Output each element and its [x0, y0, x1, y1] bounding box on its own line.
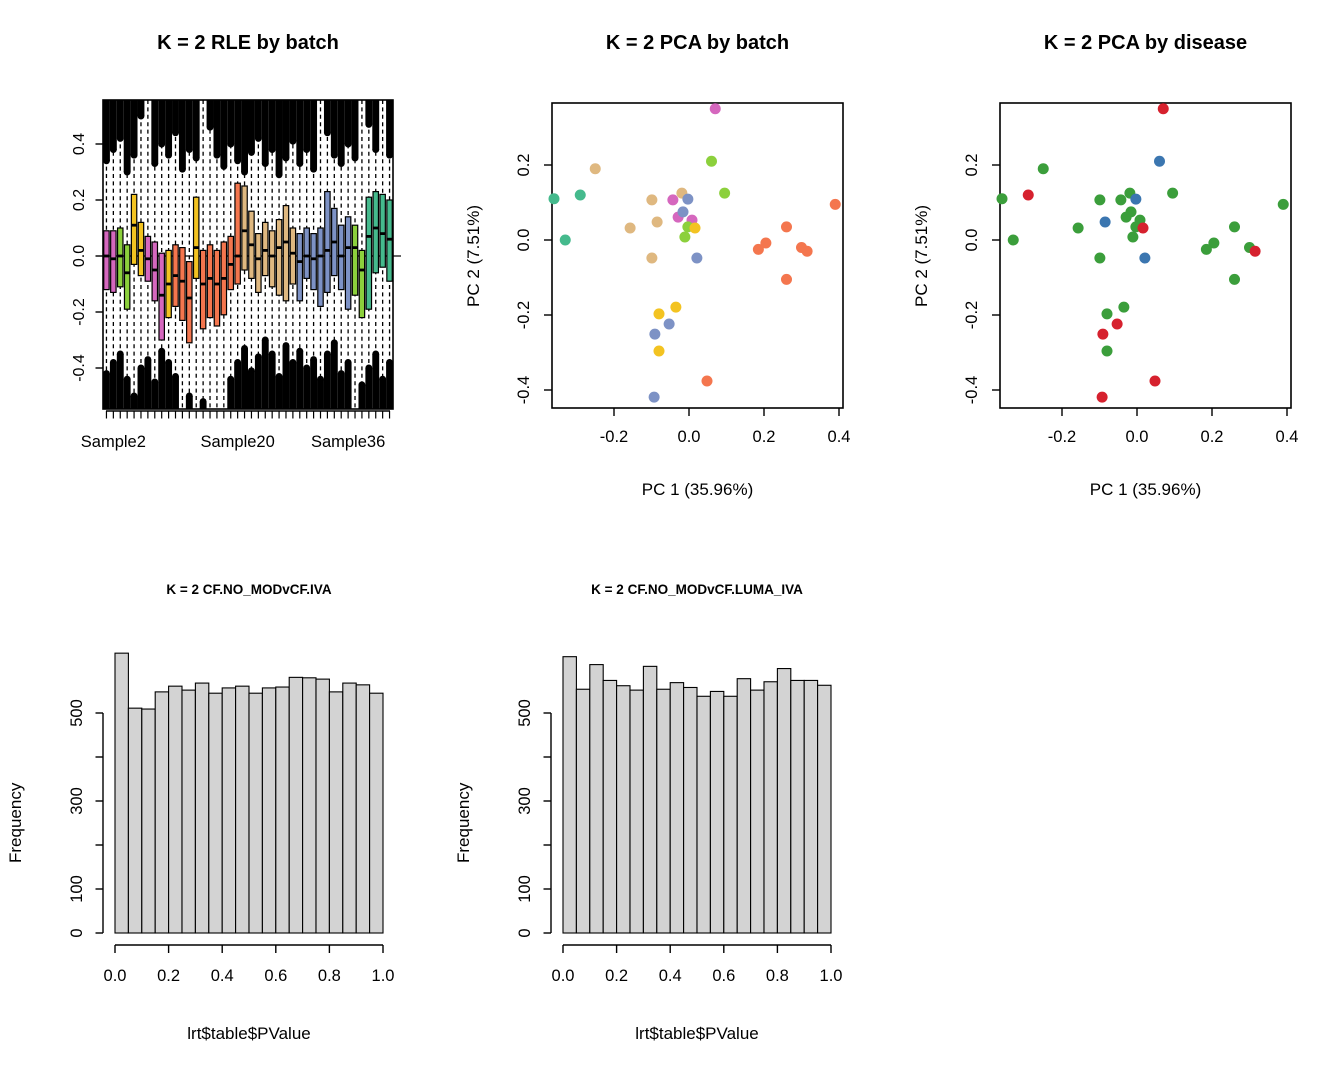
svg-text:-0.4: -0.4	[515, 376, 533, 404]
pca-batch-chart: -0.2 0.0 0.2 0.4 -0.4 -0.2 0.0 0.2	[515, 102, 851, 446]
hist-iva-title: K = 2 CF.NO_MODvCF.IVA	[166, 582, 332, 597]
pca-disease-chart: -0.2 0.0 0.2 0.4 -0.4 -0.2 0.0 0.2	[963, 102, 1299, 446]
rle-plot-area	[103, 100, 393, 409]
x-axis: 0.0 0.2 0.4 0.6 0.8 1.0	[104, 944, 395, 985]
panel-hist-luma-iva: 0 100 300 500 0.0 0.2 0.4 0.6 0.8 1.0 K = 2 CF.NO…	[448, 537, 896, 1075]
svg-text:1.0: 1.0	[820, 967, 843, 985]
svg-text:0.0: 0.0	[71, 245, 88, 267]
svg-text:0.4: 0.4	[1276, 428, 1299, 446]
panel-pca-by-batch: -0.2 0.0 0.2 0.4 -0.4 -0.2 0.0 0.2 K = 2 PCA by…	[448, 0, 896, 537]
pca-disease-chart-points	[996, 103, 1289, 403]
plot-frame	[551, 102, 844, 409]
hist-iva-chart: 0 100 300 500 0.0 0.2 0.4 0.6 0.8 1.0	[68, 652, 395, 985]
svg-text:0: 0	[68, 928, 86, 937]
x-axis: Sample2 Sample20 Sample36	[81, 410, 391, 451]
pca-disease-ylabel: PC 2 (7.51%)	[912, 204, 931, 307]
svg-text:-0.2: -0.2	[71, 298, 88, 326]
hist-iva-ylabel: Frequency	[6, 782, 25, 864]
hist-luma-iva-xlabel: lrt$table$PValue	[635, 1024, 759, 1043]
x-axis: -0.2 0.0 0.2 0.4	[1048, 408, 1299, 446]
svg-text:-0.4: -0.4	[963, 376, 981, 404]
svg-text:0.0: 0.0	[104, 967, 127, 985]
y-axis: -0.4 -0.2 0.0 0.2	[515, 154, 552, 404]
hist-iva-xlabel: lrt$table$PValue	[187, 1024, 311, 1043]
hist-luma-iva-chart: 0 100 300 500 0.0 0.2 0.4 0.6 0.8 1.0	[516, 656, 843, 985]
svg-text:-0.2: -0.2	[963, 301, 981, 329]
pca-batch-title: K = 2 PCA by batch	[605, 32, 790, 54]
svg-text:0.2: 0.2	[515, 154, 533, 177]
bars	[562, 656, 832, 934]
svg-text:0.2: 0.2	[1201, 428, 1224, 446]
svg-text:0.0: 0.0	[963, 229, 981, 252]
svg-text:Sample20: Sample20	[200, 433, 274, 451]
svg-text:1.0: 1.0	[372, 967, 395, 985]
svg-text:0.0: 0.0	[1126, 428, 1149, 446]
svg-text:-0.2: -0.2	[600, 428, 628, 446]
plot-frame	[999, 102, 1292, 409]
svg-text:0.6: 0.6	[264, 967, 287, 985]
svg-text:0.0: 0.0	[678, 428, 701, 446]
y-axis: -0.4 -0.2 0.0 0.2 0.4	[71, 133, 103, 382]
svg-text:Sample2: Sample2	[81, 433, 146, 451]
svg-text:0.4: 0.4	[211, 967, 234, 985]
pca-batch-chart-points	[548, 103, 841, 403]
outlier-bands	[103, 100, 393, 409]
svg-text:-0.4: -0.4	[71, 354, 88, 382]
pca-disease-title: K = 2 PCA by disease	[1043, 32, 1248, 54]
panel-rle-by-batch: -0.4 -0.2 0.0 0.2 0.4 Sample2 Sample20 Sample36…	[0, 0, 448, 537]
svg-text:0.0: 0.0	[515, 229, 533, 252]
x-axis: -0.2 0.0 0.2 0.4	[600, 408, 851, 446]
svg-text:100: 100	[516, 875, 534, 903]
svg-text:Sample36: Sample36	[311, 433, 385, 451]
svg-text:0.2: 0.2	[963, 154, 981, 177]
svg-text:300: 300	[68, 787, 86, 815]
svg-text:0.2: 0.2	[157, 967, 180, 985]
svg-text:300: 300	[516, 787, 534, 815]
pca-batch-xlabel: PC 1 (35.96%)	[641, 480, 754, 499]
x-axis: 0.0 0.2 0.4 0.6 0.8 1.0	[552, 944, 843, 985]
y-axis: 0 100 300 500	[516, 699, 552, 938]
svg-text:0.4: 0.4	[71, 133, 88, 155]
panel-hist-iva: 0 100 300 500 0.0 0.2 0.4 0.6 0.8 1.0 K = 2 CF.NO…	[0, 537, 448, 1075]
svg-text:0.2: 0.2	[605, 967, 628, 985]
svg-text:0.2: 0.2	[753, 428, 776, 446]
hist-luma-iva-title: K = 2 CF.NO_MODvCF.LUMA_IVA	[591, 582, 803, 597]
pca-disease-xlabel: PC 1 (35.96%)	[1089, 480, 1202, 499]
svg-text:-0.2: -0.2	[1048, 428, 1076, 446]
rle-title: K = 2 RLE by batch	[157, 32, 339, 54]
svg-text:0.4: 0.4	[828, 428, 851, 446]
y-axis: -0.4 -0.2 0.0 0.2	[963, 154, 1000, 404]
svg-text:0.4: 0.4	[659, 967, 682, 985]
svg-text:-0.2: -0.2	[515, 301, 533, 329]
bars	[114, 652, 384, 934]
svg-text:0.8: 0.8	[318, 967, 341, 985]
plot-frame	[102, 99, 394, 410]
svg-text:500: 500	[516, 699, 534, 727]
pca-batch-ylabel: PC 2 (7.51%)	[464, 204, 483, 307]
svg-text:0.0: 0.0	[552, 967, 575, 985]
panel-pca-by-disease: -0.2 0.0 0.2 0.4 -0.4 -0.2 0.0 0.2 K = 2 PCA by…	[896, 0, 1344, 537]
hist-luma-iva-ylabel: Frequency	[454, 782, 473, 864]
boxes	[103, 182, 393, 344]
svg-text:0: 0	[516, 928, 534, 937]
svg-text:0.2: 0.2	[71, 189, 88, 211]
svg-text:500: 500	[68, 699, 86, 727]
svg-text:100: 100	[68, 875, 86, 903]
rle-chart: -0.4 -0.2 0.0 0.2 0.4 Sample2 Sample20 Sample36	[71, 99, 401, 451]
y-axis: 0 100 300 500	[68, 699, 104, 938]
svg-text:0.8: 0.8	[766, 967, 789, 985]
svg-text:0.6: 0.6	[712, 967, 735, 985]
